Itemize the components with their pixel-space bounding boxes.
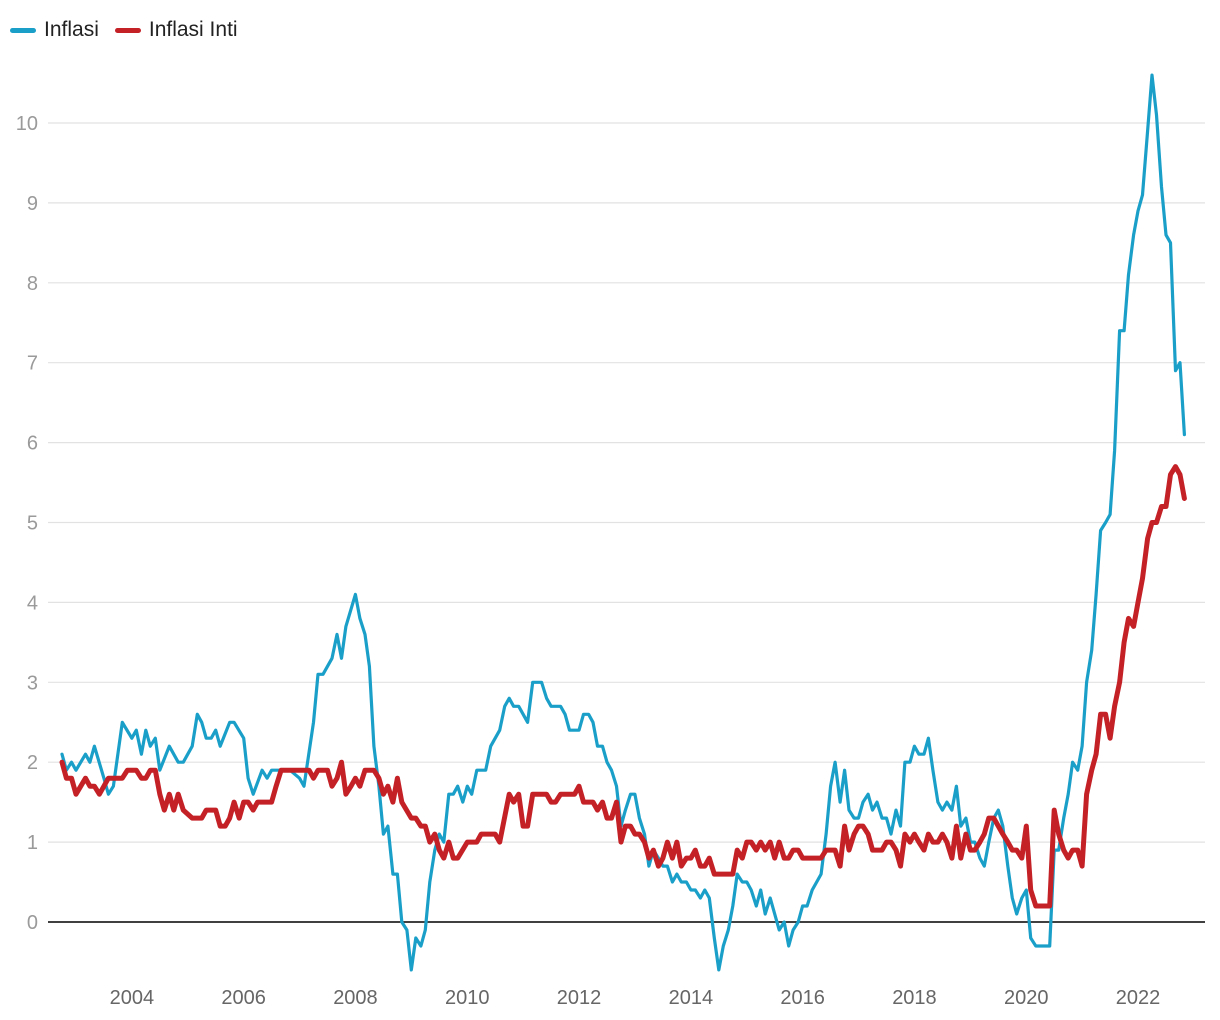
x-tick-label-2006: 2006 bbox=[221, 987, 266, 1009]
y-tick-label-3: 3 bbox=[27, 672, 38, 694]
x-tick-label-2020: 2020 bbox=[1004, 987, 1049, 1009]
x-tick-label-2010: 2010 bbox=[445, 987, 490, 1009]
legend-item-inflasi[interactable]: Inflasi bbox=[10, 18, 99, 42]
x-tick-label-2016: 2016 bbox=[780, 987, 825, 1009]
gridlines bbox=[48, 122, 1205, 923]
y-tick-label-6: 6 bbox=[27, 433, 38, 455]
y-tick-label-10: 10 bbox=[16, 113, 38, 135]
y-tick-label-8: 8 bbox=[27, 273, 38, 295]
y-tick-label-5: 5 bbox=[27, 513, 38, 535]
legend-label-inflasi: Inflasi bbox=[44, 18, 99, 41]
x-tick-label-2004: 2004 bbox=[110, 987, 155, 1009]
x-tick-label-2018: 2018 bbox=[892, 987, 937, 1009]
x-tick-label-2008: 2008 bbox=[333, 987, 378, 1009]
legend-item-inflasi-inti[interactable]: Inflasi Inti bbox=[114, 18, 238, 42]
y-axis-ticks: 0 1 2 3 4 5 6 7 8 9 10 bbox=[16, 113, 38, 934]
y-tick-label-4: 4 bbox=[27, 592, 38, 614]
legend-swatch-inflasi-inti bbox=[114, 27, 141, 33]
x-tick-label-2022: 2022 bbox=[1116, 987, 1161, 1009]
x-tick-label-2012: 2012 bbox=[557, 987, 602, 1009]
series-line-inflasi-inti bbox=[59, 464, 1187, 909]
chart-legend: Inflasi Inflasi Inti bbox=[10, 18, 238, 42]
legend-label-inflasi-inti: Inflasi Inti bbox=[148, 18, 238, 41]
y-tick-label-1: 1 bbox=[27, 832, 38, 854]
y-tick-label-0: 0 bbox=[27, 912, 38, 934]
series-lines bbox=[59, 73, 1187, 972]
x-tick-label-2014: 2014 bbox=[669, 987, 714, 1009]
legend-swatch-inflasi bbox=[10, 27, 36, 33]
y-tick-label-2: 2 bbox=[27, 752, 38, 774]
y-tick-label-9: 9 bbox=[27, 193, 38, 215]
y-tick-label-7: 7 bbox=[27, 353, 38, 375]
x-axis-ticks: 2004 2006 2008 2010 2012 2014 2016 2018 2020 2022 bbox=[110, 987, 1161, 1009]
